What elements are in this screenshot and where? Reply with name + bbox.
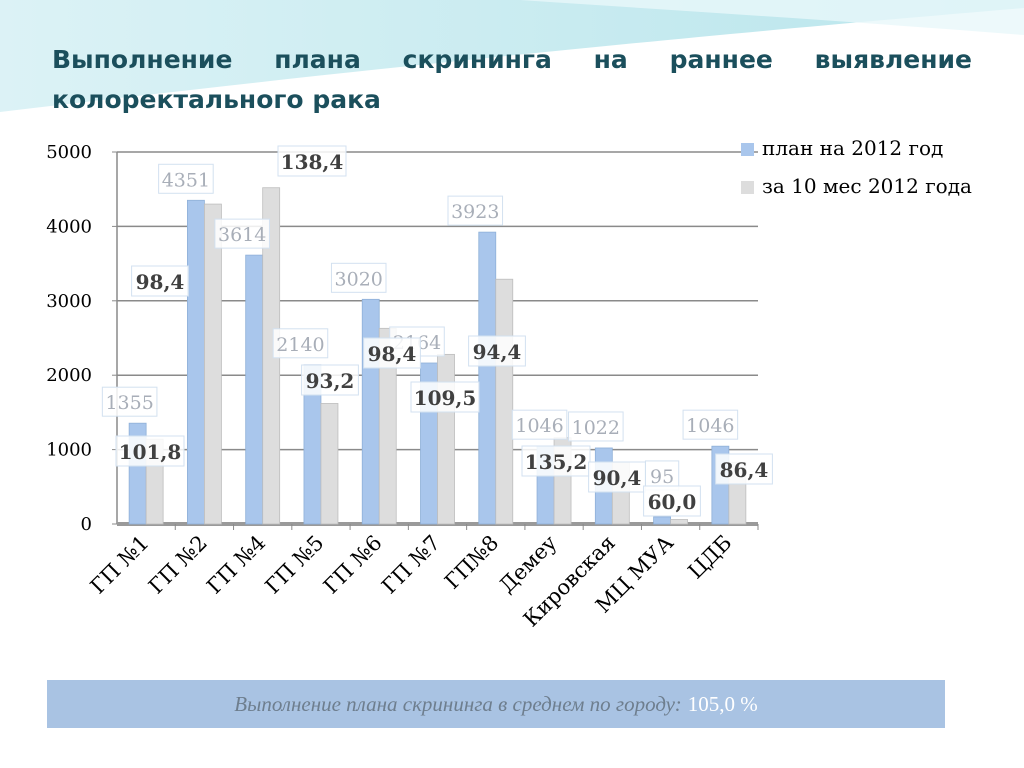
percent-label: 101,8 — [119, 440, 182, 464]
plan-value-label-group: 1022 — [568, 411, 624, 442]
bar-actual — [204, 203, 222, 525]
footer-label: Выполнение плана скрининга в среднем по … — [234, 691, 682, 716]
x-category-label: ГП№8 — [440, 531, 503, 594]
percent-label: 135,2 — [525, 450, 588, 474]
percent-label: 138,4 — [281, 150, 344, 174]
plan-value-label-box — [511, 409, 568, 440]
bar-actual — [495, 278, 514, 525]
plan-value-label-box — [214, 218, 270, 249]
percent-label: 109,5 — [414, 386, 477, 410]
percent-label-box — [410, 381, 480, 413]
bar-plan — [478, 231, 497, 525]
percent-label-group: 60,0 — [643, 485, 701, 517]
x-category-label: ГП №7 — [377, 531, 445, 599]
plan-value-label: 4351 — [162, 169, 210, 191]
percent-label: 86,4 — [720, 458, 769, 482]
legend-label: план на 2012 год — [762, 136, 943, 160]
bar-plan — [653, 516, 671, 525]
plan-value-label-box — [682, 409, 739, 440]
footer-value: 105,0 % — [687, 691, 758, 716]
plan-value-label-box — [101, 386, 158, 417]
percent-label-group: 90,4 — [588, 461, 646, 493]
percent-label-group: 98,4 — [363, 337, 421, 369]
plan-value-label-group: 3923 — [447, 195, 504, 226]
percent-label-box — [131, 265, 189, 297]
plan-value-label-box — [272, 328, 329, 359]
percent-label: 93,2 — [306, 369, 355, 393]
plan-value-label-group: 1046 — [511, 409, 568, 440]
x-category-label: ГП №1 — [86, 531, 154, 599]
y-tick-label: 0 — [81, 514, 92, 535]
percent-label-group: 101,8 — [115, 435, 185, 467]
slide-title: Выполнение плана скрининга на раннее выя… — [52, 45, 972, 114]
x-category-label: ГП №4 — [202, 531, 270, 599]
plan-value-label: 95 — [650, 466, 674, 488]
percent-label-box — [715, 453, 773, 485]
percent-label-group: 86,4 — [715, 453, 773, 485]
percent-label: 90,4 — [593, 466, 642, 490]
bar-actual — [378, 327, 397, 525]
x-category-label: ГП №6 — [319, 531, 387, 599]
plan-value-label-group: 4351 — [158, 163, 214, 194]
x-category-label: ГП №2 — [144, 531, 212, 599]
plan-value-label-group: 3020 — [330, 262, 387, 293]
percent-label-group: 138,4 — [277, 145, 347, 177]
footer-text: Выполнение плана скрининга в среднем по … — [47, 680, 945, 728]
x-category-label: ЦДБ — [683, 531, 736, 584]
plan-value-label-box — [568, 411, 624, 442]
plan-value-label-box — [330, 262, 387, 293]
bar-plan — [187, 199, 205, 525]
percent-label-box — [521, 445, 591, 477]
plan-value-label: 1046 — [515, 415, 563, 437]
plan-value-label-group: 3614 — [214, 218, 270, 249]
x-category-label: ГП №5 — [261, 531, 329, 599]
legend-swatch — [741, 143, 754, 156]
percent-label: 94,4 — [473, 340, 522, 364]
percent-label-box — [301, 364, 359, 396]
plan-value-label-group: 2140 — [272, 328, 329, 359]
plan-value-label-group: 1046 — [682, 409, 739, 440]
plan-value-label: 3923 — [451, 201, 499, 223]
plan-value-label: 1355 — [105, 392, 153, 414]
percent-label: 98,4 — [368, 342, 417, 366]
percent-label-box — [277, 145, 347, 177]
bar-plan — [245, 254, 264, 525]
y-tick-label: 3000 — [46, 291, 92, 312]
plan-value-label: 3020 — [335, 268, 383, 290]
percent-label-group: 135,2 — [521, 445, 591, 477]
plan-value-label: 3614 — [218, 224, 266, 246]
bar-actual — [670, 519, 688, 525]
plan-value-label: 1046 — [686, 415, 734, 437]
y-tick-label: 1000 — [46, 440, 92, 461]
y-tick-label: 5000 — [46, 142, 92, 163]
percent-label-box — [468, 335, 526, 367]
legend-label: за 10 мес 2012 года — [762, 174, 972, 198]
header-decoration — [0, 0, 1024, 112]
percent-label-box — [588, 461, 646, 493]
percent-label-box — [115, 435, 185, 467]
bar-actual — [437, 353, 455, 525]
plan-value-label: 1022 — [572, 417, 620, 439]
y-tick-label: 2000 — [46, 365, 92, 386]
percent-label-group: 94,4 — [468, 335, 526, 367]
percent-label-box — [643, 485, 701, 517]
plan-value-label: 2140 — [276, 334, 324, 356]
percent-label-group: 109,5 — [410, 381, 480, 413]
percent-label-box — [363, 337, 421, 369]
bar-actual — [320, 403, 339, 525]
footer-summary-band: Выполнение плана скрининга в среднем по … — [47, 680, 945, 728]
plan-value-label-box — [447, 195, 504, 226]
percent-label-group: 93,2 — [301, 364, 359, 396]
percent-label-group: 98,4 — [131, 265, 189, 297]
percent-label: 60,0 — [648, 490, 697, 514]
bar-plan — [361, 298, 380, 525]
percent-label: 98,4 — [136, 270, 185, 294]
plan-value-label-group: 1355 — [101, 386, 158, 417]
plan-value-label-box — [158, 163, 214, 194]
y-tick-label: 4000 — [46, 216, 92, 237]
legend-swatch — [741, 181, 754, 194]
